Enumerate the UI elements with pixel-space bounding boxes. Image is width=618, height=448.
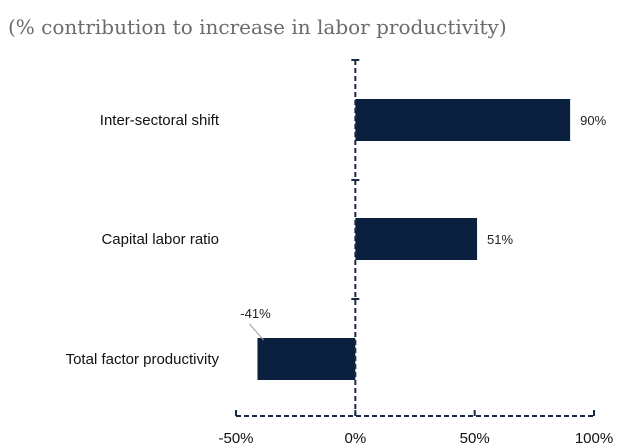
bar-1 xyxy=(355,218,478,260)
bar-0 xyxy=(355,99,571,141)
x-tick-label-0: -50% xyxy=(218,430,253,447)
chart-title: (% contribution to increase in labor pro… xyxy=(8,15,507,39)
data-label-leader-2 xyxy=(249,323,264,341)
category-label-2: Total factor productivity xyxy=(66,351,220,368)
x-tick-label-3: 100% xyxy=(575,430,613,447)
data-label-2: -41% xyxy=(240,306,271,321)
category-label-0: Inter-sectoral shift xyxy=(100,112,220,129)
bar-2 xyxy=(257,338,356,380)
x-tick-label-2: 50% xyxy=(460,430,490,447)
data-label-1: 51% xyxy=(487,232,513,247)
data-label-0: 90% xyxy=(580,113,606,128)
category-label-1: Capital labor ratio xyxy=(101,231,219,248)
x-tick-label-1: 0% xyxy=(344,430,366,447)
